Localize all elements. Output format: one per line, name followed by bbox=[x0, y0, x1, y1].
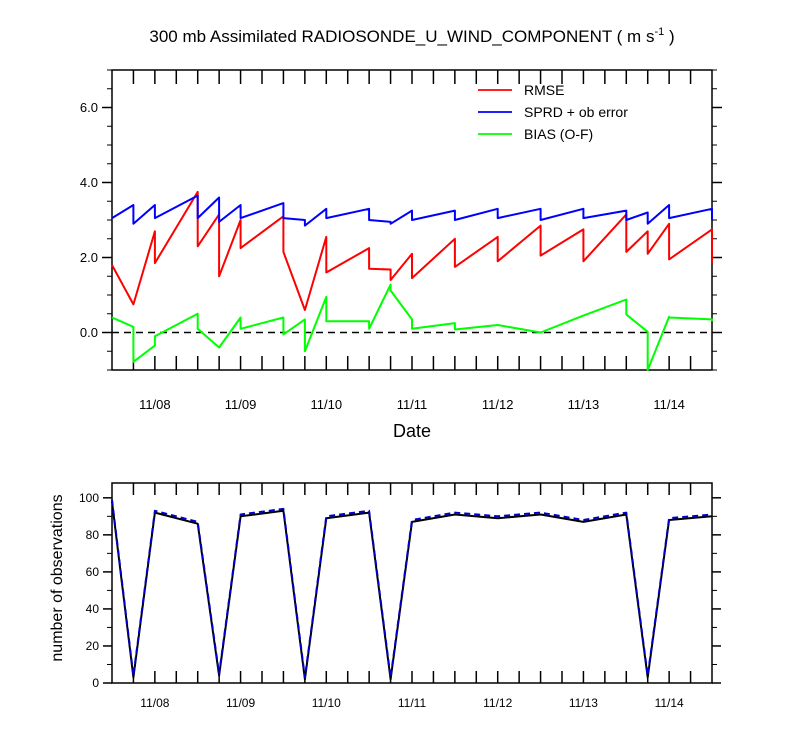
x-tick-label: 11/09 bbox=[226, 696, 255, 710]
x-tick-label: 11/09 bbox=[225, 397, 257, 412]
legend-label: SPRD + ob error bbox=[524, 104, 628, 120]
bottom-chart: 11/08 11/09 11/10 11/11 11/12 11/13 11/14 0 20 40… bbox=[49, 482, 721, 710]
y-tick-label: 2.0 bbox=[80, 250, 98, 265]
top-plot-area: 11/08 11/09 11/10 11/11 11/12 11/13 11/14 0.0 2.… bbox=[80, 69, 722, 412]
y-axis-label: number of observations bbox=[49, 494, 66, 661]
y-tick-label: 40 bbox=[86, 602, 100, 616]
x-tick-label: 11/11 bbox=[397, 397, 428, 412]
x-tick-label: 11/14 bbox=[653, 397, 685, 412]
bottom-plot-area: 11/08 11/09 11/10 11/11 11/12 11/13 11/14 0 20 40… bbox=[79, 482, 721, 710]
series-line-1 bbox=[111, 194, 713, 227]
x-tick-label: 11/12 bbox=[483, 696, 512, 710]
y-tick-label: 20 bbox=[86, 639, 100, 653]
x-tick-label: 11/11 bbox=[398, 696, 427, 710]
y-tick-label: 6.0 bbox=[80, 100, 98, 115]
series-line-2 bbox=[111, 283, 713, 371]
y-tick-label: 60 bbox=[86, 565, 100, 579]
legend-label: RMSE bbox=[524, 82, 564, 98]
x-tick-label: 11/08 bbox=[140, 696, 169, 710]
y-tick-label: 0.0 bbox=[80, 325, 98, 340]
x-tick-label: 11/13 bbox=[569, 696, 598, 710]
x-tick-label: 11/12 bbox=[482, 397, 514, 412]
x-tick-label: 11/08 bbox=[139, 397, 171, 412]
y-tick-label: 0 bbox=[92, 676, 99, 690]
y-tick-label: 4.0 bbox=[80, 175, 98, 190]
top-chart: 300 mb Assimilated RADIOSONDE_U_WIND_COM… bbox=[80, 26, 722, 441]
x-tick-label: 11/10 bbox=[310, 397, 342, 412]
chart-title: 300 mb Assimilated RADIOSONDE_U_WIND_COM… bbox=[149, 26, 674, 46]
y-tick-label: 80 bbox=[86, 528, 100, 542]
x-tick-label: 11/13 bbox=[568, 397, 600, 412]
x-axis-label: Date bbox=[393, 421, 431, 441]
series-line-1 bbox=[111, 499, 713, 679]
y-tick-label: 100 bbox=[79, 491, 99, 505]
x-tick-label: 11/10 bbox=[312, 696, 341, 710]
plot-frame bbox=[111, 482, 713, 684]
x-tick-label: 11/14 bbox=[655, 696, 684, 710]
legend-label: BIAS (O-F) bbox=[524, 126, 593, 142]
series-line-0 bbox=[111, 501, 713, 681]
